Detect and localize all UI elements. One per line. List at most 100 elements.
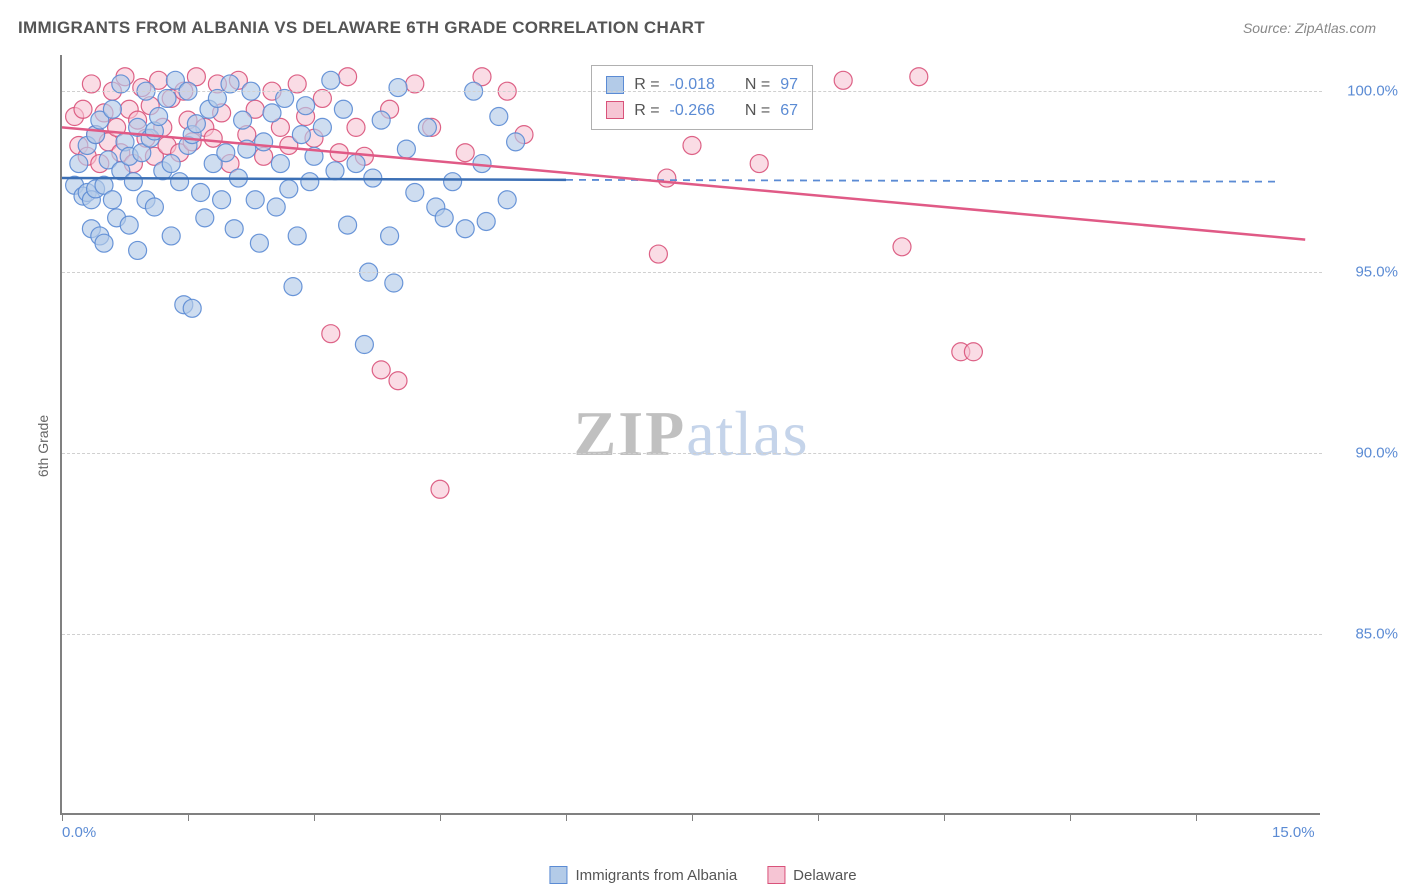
scatter-point-albania <box>490 108 508 126</box>
scatter-point-delaware <box>893 238 911 256</box>
scatter-point-albania <box>507 133 525 151</box>
scatter-point-albania <box>326 162 344 180</box>
scatter-point-albania <box>334 100 352 118</box>
scatter-point-albania <box>297 97 315 115</box>
gridline <box>62 634 1322 635</box>
scatter-point-delaware <box>649 245 667 263</box>
scatter-point-delaware <box>431 480 449 498</box>
scatter-point-albania <box>406 184 424 202</box>
scatter-point-albania <box>183 299 201 317</box>
scatter-point-albania <box>225 220 243 238</box>
scatter-point-albania <box>192 184 210 202</box>
scatter-point-albania <box>162 155 180 173</box>
scatter-point-albania <box>385 274 403 292</box>
xtick <box>944 813 945 821</box>
chart-title: IMMIGRANTS FROM ALBANIA VS DELAWARE 6TH … <box>18 18 705 38</box>
scatter-point-albania <box>124 173 142 191</box>
scatter-point-delaware <box>750 155 768 173</box>
scatter-point-albania <box>435 209 453 227</box>
xtick-label: 15.0% <box>1272 824 1315 841</box>
scatter-point-albania <box>301 173 319 191</box>
scatter-point-albania <box>292 126 310 144</box>
scatter-point-delaware <box>456 144 474 162</box>
scatter-point-albania <box>347 155 365 173</box>
ytick-label: 90.0% <box>1328 445 1398 462</box>
scatter-point-albania <box>477 212 495 230</box>
ytick-label: 95.0% <box>1328 264 1398 281</box>
scatter-point-albania <box>171 173 189 191</box>
gridline <box>62 91 1322 92</box>
scatter-point-albania <box>271 155 289 173</box>
scatter-point-albania <box>444 173 462 191</box>
xtick <box>314 813 315 821</box>
bottom-legend: Immigrants from Albania Delaware <box>549 866 856 884</box>
scatter-point-albania <box>381 227 399 245</box>
scatter-point-albania <box>120 216 138 234</box>
scatter-point-albania <box>103 100 121 118</box>
legend-item-delaware: Delaware <box>767 866 856 884</box>
xtick <box>62 813 63 821</box>
scatter-point-albania <box>267 198 285 216</box>
scatter-point-albania <box>284 278 302 296</box>
scatter-point-albania <box>372 111 390 129</box>
scatter-point-albania <box>129 241 147 259</box>
scatter-point-albania <box>322 71 340 89</box>
scatter-point-albania <box>397 140 415 158</box>
scatter-point-delaware <box>204 129 222 147</box>
scatter-point-albania <box>217 144 235 162</box>
scatter-point-albania <box>95 234 113 252</box>
stats-row-delaware: R =-0.266N =67 <box>606 98 798 124</box>
gridline <box>62 453 1322 454</box>
scatter-point-delaware <box>910 68 928 86</box>
chart-svg <box>62 55 1322 815</box>
scatter-point-albania <box>246 191 264 209</box>
ytick-label: 85.0% <box>1328 626 1398 643</box>
source-credit: Source: ZipAtlas.com <box>1243 20 1376 36</box>
chart-header: IMMIGRANTS FROM ALBANIA VS DELAWARE 6TH … <box>0 0 1406 48</box>
plot-area: ZIPatlas R =-0.018N =97R =-0.266N =67 85… <box>60 55 1320 815</box>
legend-item-albania: Immigrants from Albania <box>549 866 737 884</box>
scatter-point-albania <box>255 133 273 151</box>
scatter-point-delaware <box>372 361 390 379</box>
scatter-point-albania <box>456 220 474 238</box>
scatter-point-delaware <box>964 343 982 361</box>
xtick-label: 0.0% <box>62 824 96 841</box>
y-axis-label: 6th Grade <box>35 415 51 477</box>
correlation-stats-box: R =-0.018N =97R =-0.266N =67 <box>591 65 813 130</box>
scatter-point-albania <box>145 198 163 216</box>
scatter-point-albania <box>150 108 168 126</box>
scatter-point-delaware <box>683 136 701 154</box>
scatter-point-delaware <box>389 372 407 390</box>
xtick <box>818 813 819 821</box>
scatter-point-albania <box>355 336 373 354</box>
scatter-point-albania <box>213 191 231 209</box>
scatter-point-albania <box>70 155 88 173</box>
scatter-point-albania <box>196 209 214 227</box>
scatter-point-albania <box>313 118 331 136</box>
stats-row-albania: R =-0.018N =97 <box>606 72 798 98</box>
scatter-point-delaware <box>322 325 340 343</box>
scatter-point-albania <box>234 111 252 129</box>
scatter-point-albania <box>288 227 306 245</box>
scatter-point-albania <box>187 115 205 133</box>
scatter-point-albania <box>263 104 281 122</box>
gridline <box>62 272 1322 273</box>
scatter-point-delaware <box>347 118 365 136</box>
legend-swatch-delaware <box>767 866 785 884</box>
ytick-label: 100.0% <box>1328 83 1398 100</box>
chart-container: ZIPatlas R =-0.018N =97R =-0.266N =67 85… <box>60 55 1370 815</box>
scatter-point-delaware <box>74 100 92 118</box>
scatter-point-albania <box>162 227 180 245</box>
scatter-point-delaware <box>658 169 676 187</box>
legend-swatch-albania <box>549 866 567 884</box>
xtick <box>1196 813 1197 821</box>
xtick <box>188 813 189 821</box>
scatter-point-albania <box>498 191 516 209</box>
xtick <box>692 813 693 821</box>
scatter-point-albania <box>280 180 298 198</box>
scatter-point-delaware <box>339 68 357 86</box>
scatter-point-delaware <box>834 71 852 89</box>
scatter-point-albania <box>339 216 357 234</box>
scatter-point-albania <box>103 191 121 209</box>
scatter-point-albania <box>389 79 407 97</box>
